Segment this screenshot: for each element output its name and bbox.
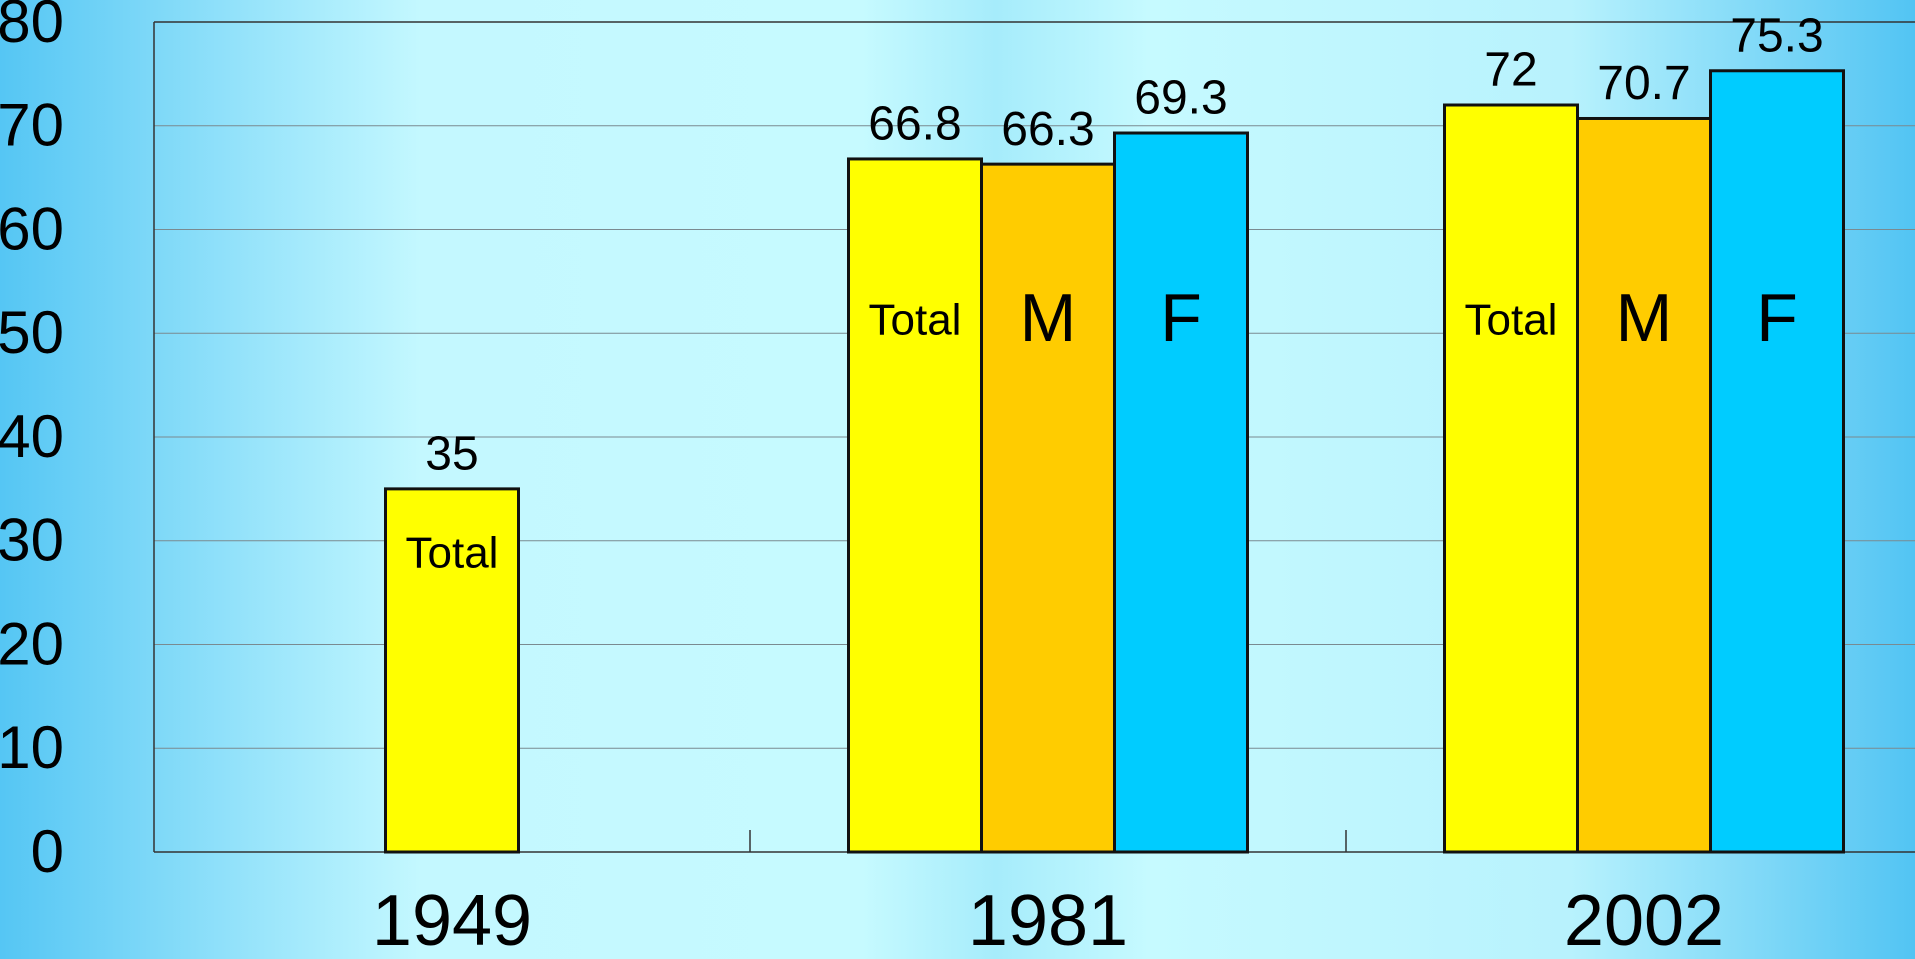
y-tick-label: 70 <box>0 92 64 159</box>
data-label: 72 <box>1484 44 1537 97</box>
y-tick-label: 20 <box>0 610 64 677</box>
bar <box>1443 103 1579 854</box>
series-label: Total <box>1465 296 1558 345</box>
series-label: F <box>1756 280 1798 356</box>
y-tick-label: 60 <box>0 195 64 262</box>
x-tick-label: 2002 <box>1564 881 1724 959</box>
data-label: 70.7 <box>1597 57 1690 110</box>
bar <box>1576 116 1712 854</box>
series-label: M <box>1616 280 1673 356</box>
y-tick-label: 30 <box>0 507 64 574</box>
data-label: 69.3 <box>1134 72 1227 125</box>
bar <box>1709 69 1845 854</box>
series-label: F <box>1160 280 1202 356</box>
y-tick-label: 40 <box>0 403 64 470</box>
data-label: 75.3 <box>1730 9 1823 62</box>
y-tick-label: 0 <box>31 818 64 885</box>
x-tick-label: 1981 <box>968 881 1128 959</box>
data-label: 35 <box>425 428 478 481</box>
data-label: 66.3 <box>1001 103 1094 156</box>
y-tick-label: 80 <box>0 0 64 55</box>
y-tick-label: 50 <box>0 299 64 366</box>
bar <box>847 157 983 854</box>
x-tick-label: 1949 <box>372 881 532 959</box>
bar <box>980 162 1116 854</box>
series-label: M <box>1020 280 1077 356</box>
bar <box>1113 131 1249 854</box>
series-label: Total <box>406 529 499 578</box>
data-label: 66.8 <box>868 98 961 151</box>
series-label: Total <box>869 296 962 345</box>
bar <box>384 487 520 854</box>
y-tick-label: 10 <box>0 714 64 781</box>
